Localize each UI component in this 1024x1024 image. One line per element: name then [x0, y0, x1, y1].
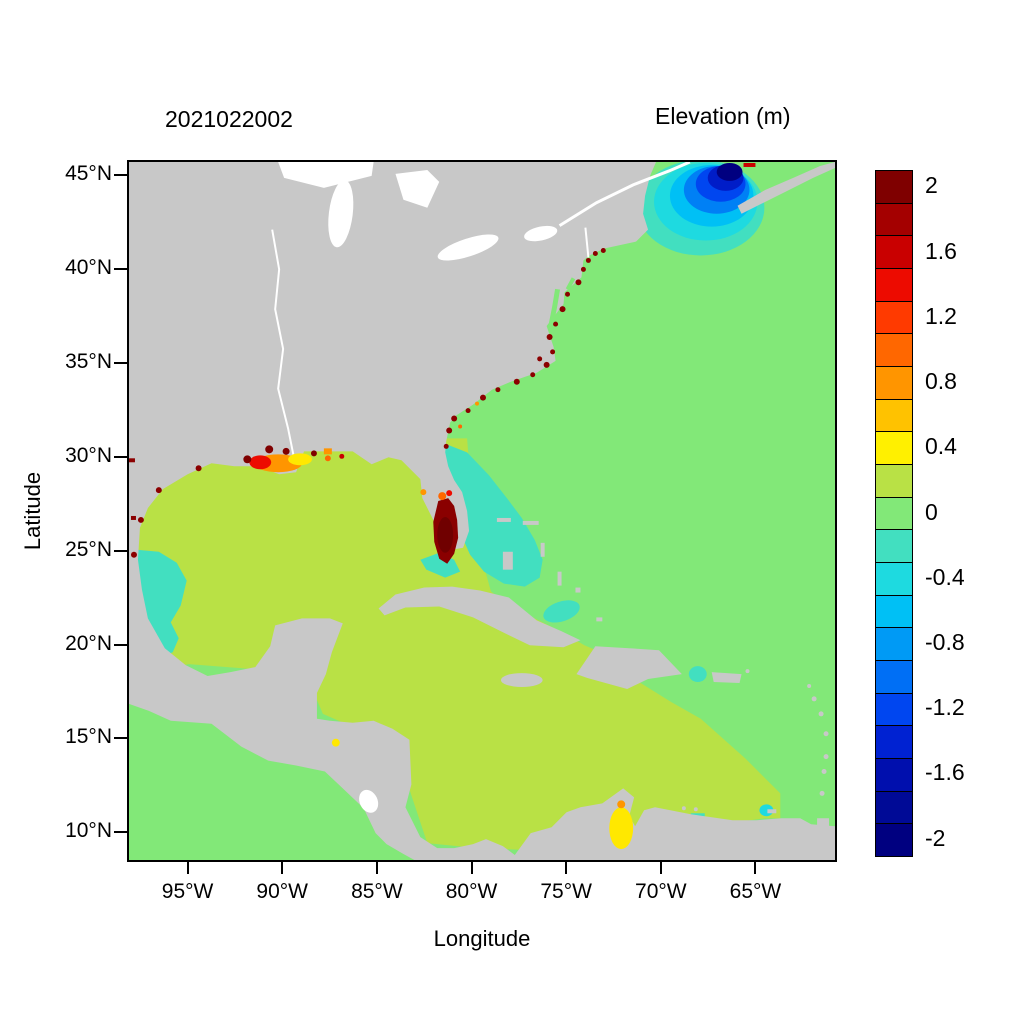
fundy-head-speck — [743, 162, 756, 167]
colorbar-cell — [876, 823, 912, 857]
colorbar-cell — [876, 529, 912, 563]
x-tick-label: 80°W — [445, 880, 498, 903]
shelf-teal-patches — [130, 443, 774, 819]
y-tick-label: 20°N — [65, 631, 112, 655]
colorbar-cell — [876, 627, 912, 661]
colorbar-cell — [876, 235, 912, 269]
x-tick-label: 75°W — [540, 880, 592, 903]
colorbar-title: Elevation (m) — [655, 103, 791, 129]
cuba — [378, 586, 581, 648]
y-tick-label: 40°N — [65, 255, 112, 279]
jamaica — [500, 673, 543, 687]
y-tick-mark — [114, 737, 127, 740]
hispaniola — [576, 646, 682, 689]
colorbar-cell — [876, 464, 912, 497]
colorbar-tick-label: 0 — [925, 498, 938, 525]
bahamas — [496, 517, 603, 622]
nova-scotia — [737, 162, 835, 214]
colorbar-tick-label: -0.8 — [925, 628, 965, 655]
y-tick-label: 10°N — [65, 819, 112, 843]
map-plot-area — [127, 160, 837, 862]
colorbar — [875, 170, 913, 857]
x-tick-mark — [186, 862, 189, 874]
y-tick-label: 30°N — [65, 443, 112, 467]
colorbar-cell — [876, 300, 912, 334]
colorbar-tick-label: -0.4 — [925, 563, 965, 590]
x-tick-mark — [754, 862, 757, 874]
y-tick-mark — [114, 455, 127, 458]
lakes-rivers-layer — [271, 162, 691, 813]
islands-layer — [378, 517, 830, 827]
y-tick-mark — [114, 361, 127, 364]
colorbar-cell — [876, 366, 912, 399]
y-tick-mark — [114, 831, 127, 834]
colorbar-tick-label: -1.2 — [925, 694, 965, 721]
y-tick-mark — [114, 174, 127, 177]
x-tick-label: 70°W — [635, 880, 687, 903]
x-tick-label: 65°W — [729, 880, 782, 903]
colorbar-cell — [876, 333, 912, 367]
y-tick-label: 45°N — [65, 162, 112, 186]
y-tick-label: 15°N — [65, 725, 112, 749]
colorbar-cell — [876, 790, 912, 824]
colorbar-cell — [876, 758, 912, 791]
x-tick-label: 95°W — [161, 880, 214, 903]
colorbar-cell — [876, 660, 912, 693]
honduras-speck — [331, 738, 340, 747]
lake-maracaibo-blob — [609, 807, 634, 850]
colorbar-tick-label: -1.6 — [925, 759, 965, 786]
x-tick-mark — [281, 862, 284, 874]
colorbar-cell — [876, 725, 912, 759]
colorbar-cell — [876, 594, 912, 628]
x-tick-mark — [375, 862, 378, 874]
x-tick-mark — [565, 862, 568, 874]
colorbar-cell — [876, 496, 912, 530]
colorbar-cell — [876, 398, 912, 432]
colorbar-tick-label: 0.8 — [925, 368, 957, 395]
colorbar-tick-label: 1.2 — [925, 302, 957, 329]
gulf-of-maine-depression — [637, 162, 765, 256]
colorbar-cell — [876, 268, 912, 301]
colorbar-tick-label: 1.6 — [925, 237, 957, 264]
x-tick-mark — [470, 862, 473, 874]
y-tick-mark — [114, 267, 127, 270]
colorbar-tick-label: 0.4 — [925, 433, 957, 460]
y-tick-label: 25°N — [65, 537, 112, 561]
plot-timestamp-title: 2021022002 — [165, 106, 293, 132]
colorbar-cell — [876, 692, 912, 726]
colorbar-tick-label: 2 — [925, 172, 938, 199]
louisiana-coast-patches — [243, 445, 345, 473]
surge-features — [243, 162, 756, 850]
colorbar-cell — [876, 431, 912, 465]
colorbar-tick-label: -2 — [925, 824, 946, 851]
x-tick-label: 85°W — [351, 880, 403, 903]
map-canvas — [129, 162, 835, 860]
land-layer — [129, 162, 835, 860]
colorbar-cell — [876, 171, 912, 203]
colorbar-cell — [876, 202, 912, 236]
gulf-caribbean-region — [129, 438, 781, 851]
puerto-rico — [711, 672, 742, 684]
coastal-specks — [129, 248, 606, 558]
x-tick-label: 90°W — [256, 880, 308, 903]
y-tick-mark — [114, 643, 127, 646]
lesser-antilles — [681, 669, 830, 827]
x-axis-label: Longitude — [433, 926, 531, 951]
colorbar-cell — [876, 562, 912, 595]
x-tick-mark — [659, 862, 662, 874]
y-tick-label: 35°N — [65, 349, 112, 373]
y-tick-mark — [114, 549, 127, 552]
